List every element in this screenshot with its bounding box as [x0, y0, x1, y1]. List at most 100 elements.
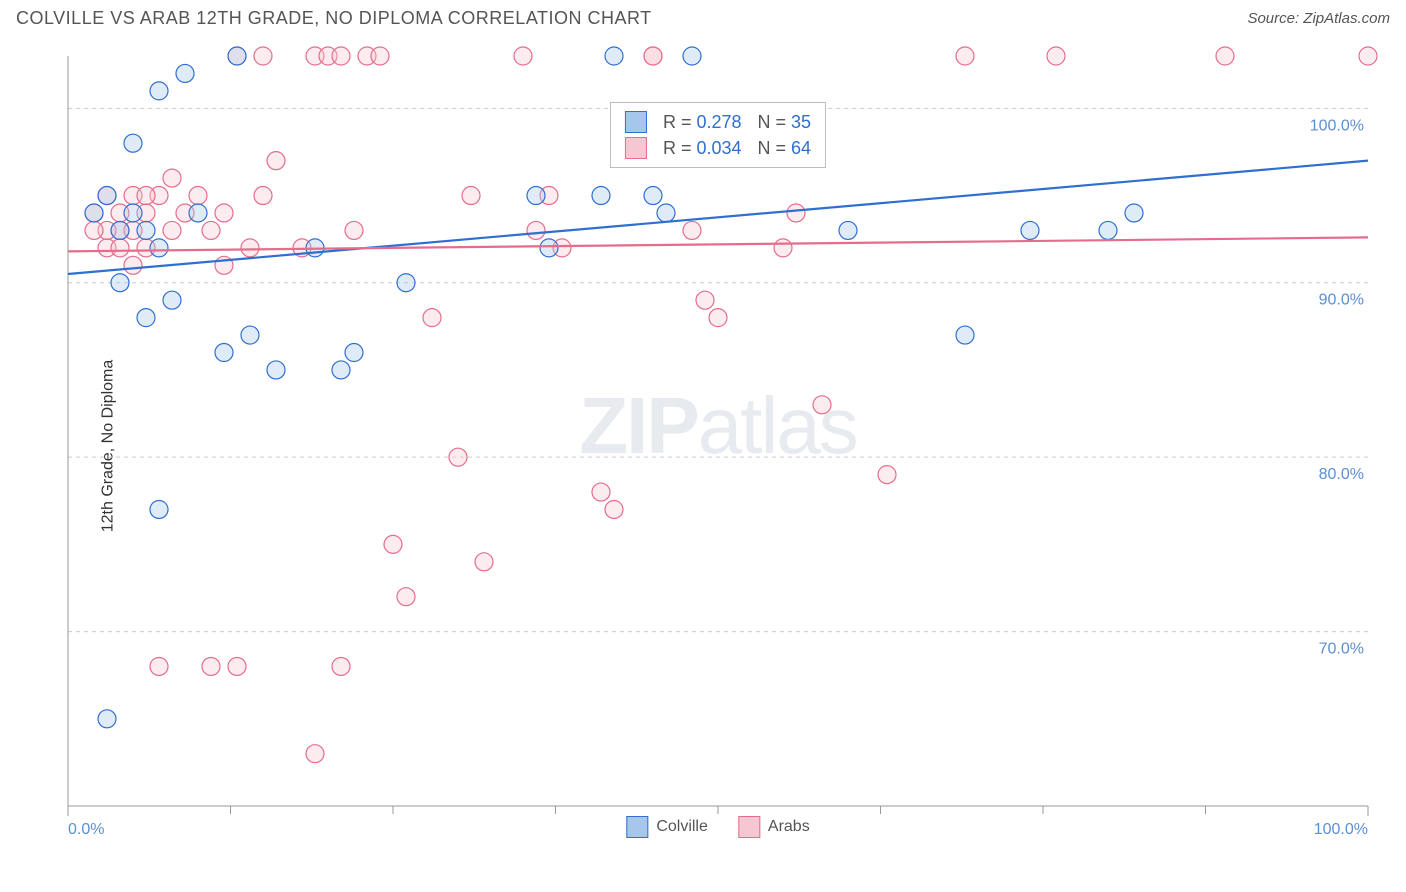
data-point	[241, 326, 259, 344]
data-point	[540, 239, 558, 257]
data-point	[267, 152, 285, 170]
y-tick-label: 80.0%	[1319, 466, 1364, 483]
legend-r-label: R = 0.278	[663, 112, 742, 133]
y-tick-label: 70.0%	[1319, 641, 1364, 658]
y-tick-label: 100.0%	[1310, 117, 1364, 134]
data-point	[1359, 47, 1377, 65]
legend-bottom: Colville Arabs	[626, 816, 809, 838]
data-point	[137, 309, 155, 327]
data-point	[202, 657, 220, 675]
data-point	[85, 221, 103, 239]
legend-r-label: R = 0.034	[663, 138, 742, 159]
legend-n-label: N = 35	[758, 112, 812, 133]
data-point	[215, 344, 233, 362]
trend-line	[68, 161, 1368, 274]
data-point	[176, 64, 194, 82]
data-point	[306, 745, 324, 763]
data-point	[1099, 221, 1117, 239]
data-point	[449, 448, 467, 466]
legend-swatch	[738, 816, 760, 838]
legend-label: Arabs	[768, 818, 810, 835]
source-label: Source: ZipAtlas.com	[1247, 10, 1390, 27]
data-point	[397, 588, 415, 606]
data-point	[98, 710, 116, 728]
data-point	[163, 291, 181, 309]
data-point	[592, 483, 610, 501]
data-point	[514, 47, 532, 65]
data-point	[371, 47, 389, 65]
data-point	[137, 221, 155, 239]
data-point	[111, 239, 129, 257]
chart-area: 70.0%80.0%90.0%100.0%0.0%100.0% ZIPatlas…	[48, 46, 1388, 838]
y-tick-label: 90.0%	[1319, 292, 1364, 309]
data-point	[839, 221, 857, 239]
data-point	[696, 291, 714, 309]
chart-title: COLVILLE VS ARAB 12TH GRADE, NO DIPLOMA …	[16, 8, 652, 29]
data-point	[98, 187, 116, 205]
data-point	[1125, 204, 1143, 222]
data-point	[423, 309, 441, 327]
data-point	[462, 187, 480, 205]
legend-stats-row: R = 0.278 N = 35	[625, 109, 811, 135]
data-point	[150, 239, 168, 257]
data-point	[228, 47, 246, 65]
data-point	[345, 344, 363, 362]
data-point	[202, 221, 220, 239]
x-tick-label: 100.0%	[1314, 821, 1368, 838]
legend-swatch	[626, 816, 648, 838]
data-point	[241, 239, 259, 257]
legend-label: Colville	[656, 818, 708, 835]
data-point	[228, 657, 246, 675]
data-point	[163, 221, 181, 239]
data-point	[267, 361, 285, 379]
data-point	[254, 187, 272, 205]
data-point	[332, 361, 350, 379]
data-point	[384, 535, 402, 553]
data-point	[150, 657, 168, 675]
data-point	[345, 221, 363, 239]
data-point	[683, 47, 701, 65]
data-point	[644, 187, 662, 205]
data-point	[397, 274, 415, 292]
data-point	[1216, 47, 1234, 65]
data-point	[774, 239, 792, 257]
data-point	[1021, 221, 1039, 239]
data-point	[137, 187, 155, 205]
data-point	[111, 221, 129, 239]
data-point	[956, 326, 974, 344]
data-point	[189, 187, 207, 205]
data-point	[683, 221, 701, 239]
data-point	[605, 500, 623, 518]
data-point	[254, 47, 272, 65]
data-point	[124, 134, 142, 152]
data-point	[878, 466, 896, 484]
legend-item: Colville	[626, 816, 708, 838]
data-point	[163, 169, 181, 187]
x-tick-label: 0.0%	[68, 821, 104, 838]
data-point	[150, 82, 168, 100]
data-point	[605, 47, 623, 65]
legend-swatch	[625, 111, 647, 133]
data-point	[813, 396, 831, 414]
data-point	[215, 204, 233, 222]
data-point	[592, 187, 610, 205]
legend-stats-row: R = 0.034 N = 64	[625, 135, 811, 161]
data-point	[111, 274, 129, 292]
data-point	[124, 204, 142, 222]
data-point	[124, 256, 142, 274]
data-point	[475, 553, 493, 571]
legend-n-label: N = 64	[758, 138, 812, 159]
data-point	[332, 657, 350, 675]
data-point	[150, 500, 168, 518]
data-point	[527, 221, 545, 239]
data-point	[956, 47, 974, 65]
data-point	[527, 187, 545, 205]
data-point	[787, 204, 805, 222]
legend-stats-box: R = 0.278 N = 35 R = 0.034 N = 64	[610, 102, 826, 168]
legend-item: Arabs	[738, 816, 810, 838]
legend-swatch	[625, 137, 647, 159]
data-point	[709, 309, 727, 327]
data-point	[85, 204, 103, 222]
trend-line	[68, 237, 1368, 251]
data-point	[332, 47, 350, 65]
